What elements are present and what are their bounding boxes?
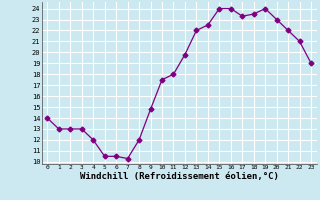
X-axis label: Windchill (Refroidissement éolien,°C): Windchill (Refroidissement éolien,°C) bbox=[80, 172, 279, 181]
